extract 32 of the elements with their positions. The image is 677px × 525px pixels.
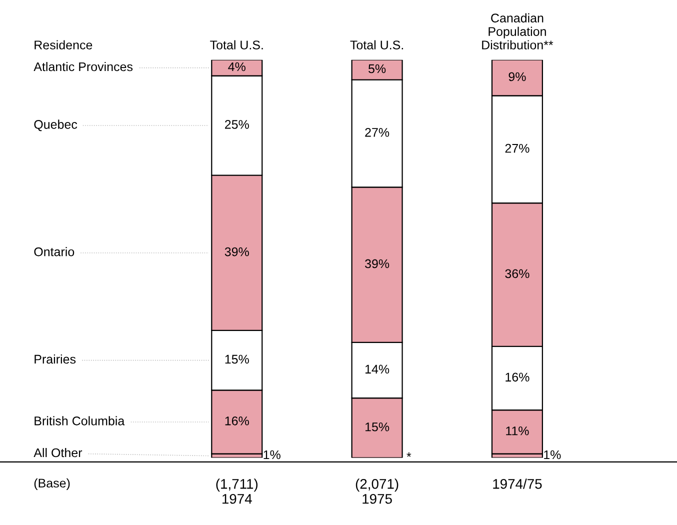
text: British Columbia xyxy=(34,416,125,426)
text: Residence xyxy=(34,40,92,50)
data-label: 39% xyxy=(224,247,249,256)
x-tick-label: 1974/75 xyxy=(493,478,542,489)
data-label: 39% xyxy=(365,259,390,268)
data-label: 9% xyxy=(508,72,526,82)
text: Quebec xyxy=(34,120,78,132)
text: (Base) xyxy=(34,478,70,490)
data-label: 14% xyxy=(365,364,390,374)
annotation: Canadian Population Distribution** xyxy=(482,13,554,50)
data-label: 5% xyxy=(368,64,386,74)
data-label: 16% xyxy=(506,372,530,382)
text: Prairies xyxy=(34,354,76,364)
text: Ontario xyxy=(34,247,74,256)
text: Atlantic Provinces xyxy=(34,62,133,72)
data-label: 11% xyxy=(506,426,529,436)
data-label: 15% xyxy=(225,354,249,364)
data-label: 1% xyxy=(544,450,561,460)
data-label: 1% xyxy=(264,450,280,460)
data-label: 27% xyxy=(365,128,390,137)
data-label: 27% xyxy=(505,144,530,153)
annotation: Total U.S. xyxy=(350,40,403,50)
x-tick-label: (2,071) 1975 xyxy=(356,478,398,504)
annotation: Total U.S. xyxy=(210,40,263,50)
data-label: 25% xyxy=(225,120,249,129)
data-label: 15% xyxy=(365,422,390,432)
data-label: 16% xyxy=(225,416,249,426)
data-label: 36% xyxy=(505,269,530,278)
data-label: 4% xyxy=(228,62,246,72)
annotation: * xyxy=(406,452,412,457)
text: All Other xyxy=(34,448,82,458)
x-tick-label: (1,711) 1974 xyxy=(216,478,258,504)
